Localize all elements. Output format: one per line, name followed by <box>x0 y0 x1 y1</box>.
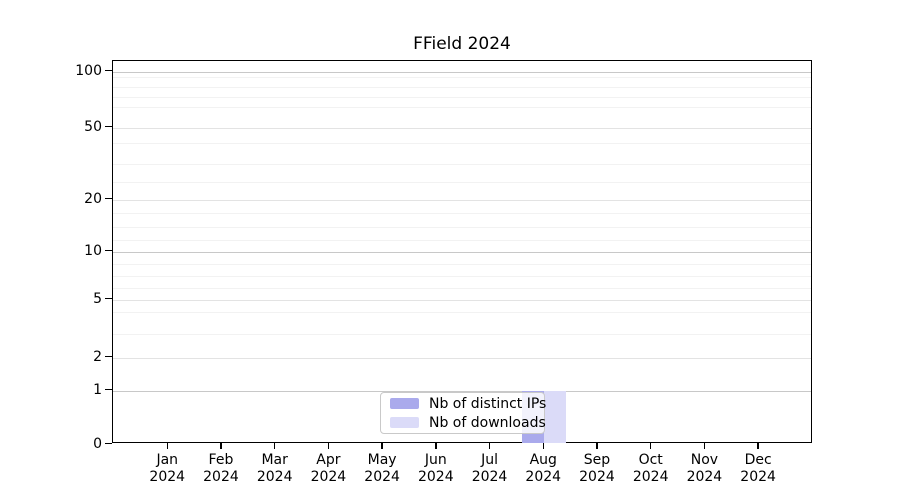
y-tick-mark <box>105 442 112 445</box>
y-tick-label: 5 <box>93 290 102 307</box>
x-tick-label: Oct 2024 <box>632 452 669 485</box>
plot-area: Nb of distinct IPs Nb of downloads <box>112 60 812 443</box>
minor-gridline <box>113 227 811 228</box>
minor-gridline <box>113 97 811 98</box>
x-tick-mark <box>435 443 437 449</box>
y-tick-label: 100 <box>75 62 102 79</box>
y-tick-label: 20 <box>84 190 102 207</box>
distinct-ips-swatch <box>390 398 419 409</box>
x-tick-label: Mar 2024 <box>256 452 293 485</box>
y-tick-mark <box>105 249 112 252</box>
x-tick-label: Feb 2024 <box>203 452 239 485</box>
x-tick-mark <box>757 443 759 449</box>
x-tick-label: Jun 2024 <box>417 452 454 485</box>
y-tick-label: 50 <box>84 118 102 135</box>
x-tick-label: Jul 2024 <box>471 452 508 485</box>
gridline <box>113 127 811 129</box>
y-tick-label: 10 <box>84 242 102 259</box>
legend-item-downloads: Nb of downloads <box>390 414 546 431</box>
y-tick-label: 2 <box>93 348 102 365</box>
minor-gridline <box>113 264 811 265</box>
gridline <box>113 357 811 359</box>
gridline <box>113 71 811 73</box>
y-tick-label: 1 <box>93 381 102 398</box>
x-tick-label: May 2024 <box>364 452 400 485</box>
x-tick-mark <box>166 443 168 449</box>
minor-gridline <box>113 334 811 335</box>
y-tick-mark <box>105 69 112 72</box>
minor-gridline <box>113 87 811 88</box>
x-tick-mark <box>542 443 544 449</box>
legend-item-distinct-ips: Nb of distinct IPs <box>390 395 547 412</box>
minor-gridline <box>113 312 811 313</box>
x-tick-mark <box>273 443 276 449</box>
minor-gridline <box>113 240 811 241</box>
gridline <box>113 251 811 253</box>
bar <box>544 390 567 443</box>
y-tick-mark <box>105 297 112 300</box>
minor-gridline <box>113 164 811 165</box>
gridline <box>113 299 811 301</box>
y-tick-mark <box>105 388 112 391</box>
x-tick-label: Nov 2024 <box>686 452 723 485</box>
minor-gridline <box>113 143 811 144</box>
gridline <box>113 199 811 201</box>
minor-gridline <box>113 288 811 289</box>
y-tick-mark <box>105 197 112 200</box>
y-tick-label: 0 <box>93 435 102 452</box>
y-tick-mark <box>105 125 112 128</box>
minor-gridline <box>113 213 811 214</box>
legend: Nb of distinct IPs Nb of downloads <box>380 392 547 434</box>
x-tick-mark <box>649 443 652 449</box>
x-tick-mark <box>703 443 706 449</box>
minor-gridline <box>113 276 811 277</box>
x-tick-label: Sep 2024 <box>579 452 615 485</box>
x-tick-mark <box>327 443 330 449</box>
minor-gridline <box>113 77 811 78</box>
x-tick-mark <box>381 443 383 449</box>
minor-gridline <box>113 107 811 108</box>
x-tick-label: Aug 2024 <box>525 452 562 485</box>
x-tick-label: Dec 2024 <box>740 452 776 485</box>
legend-label-downloads: Nb of downloads <box>429 414 546 431</box>
x-tick-mark <box>596 443 598 449</box>
downloads-swatch <box>390 417 419 428</box>
minor-gridline <box>113 182 811 183</box>
x-tick-label: Apr 2024 <box>310 452 347 485</box>
x-tick-mark <box>220 443 222 449</box>
x-tick-label: Jan 2024 <box>149 452 186 485</box>
chart-title: FField 2024 <box>413 34 511 54</box>
legend-label-distinct-ips: Nb of distinct IPs <box>429 395 547 412</box>
y-tick-mark <box>105 355 112 358</box>
x-tick-mark <box>488 443 491 449</box>
gridline <box>113 390 811 392</box>
